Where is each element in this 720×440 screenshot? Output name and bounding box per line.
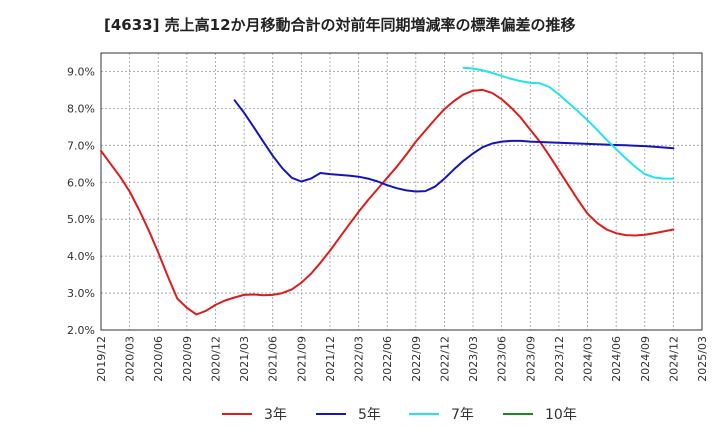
x-tick-label: 2020/06 (152, 336, 165, 382)
x-tick-label: 2021/06 (267, 336, 280, 382)
x-tick-label: 2023/12 (553, 336, 566, 382)
series-layer (100, 66, 675, 316)
y-tick-label: 5.0% (67, 213, 95, 226)
y-tick-label: 6.0% (67, 176, 95, 189)
x-tick-label: 2024/09 (639, 336, 652, 382)
x-tick-label: 2020/09 (181, 336, 194, 382)
legend-label-10年: 10年 (545, 407, 577, 423)
y-tick-label: 4.0% (67, 250, 95, 263)
x-tick-label: 2022/09 (410, 336, 423, 382)
y-tick-label: 9.0% (67, 65, 95, 78)
x-tick-label: 2021/03 (238, 336, 251, 382)
x-tick-label: 2023/03 (467, 336, 480, 382)
x-tick-label: 2024/06 (610, 336, 623, 382)
x-tick-label: 2019/12 (95, 336, 108, 382)
legend-label-3年: 3年 (264, 407, 287, 423)
x-tick-label: 2021/12 (324, 336, 337, 382)
x-tick-label: 2023/06 (496, 336, 509, 382)
series-line-7年 (462, 66, 675, 180)
grid-layer (100, 52, 703, 331)
x-tick-label: 2023/09 (524, 336, 537, 382)
plot-border (100, 52, 703, 331)
axis-layer: 2.0% 3.0% 4.0% 5.0% 6.0% 7.0% 8.0% 9.0% 2019/12 2… (67, 52, 709, 382)
x-tick-label: 2022/03 (353, 336, 366, 382)
y-tick-label: 7.0% (67, 139, 95, 152)
x-tick-label: 2024/12 (667, 336, 680, 382)
legend: 3年 5年 7年 10年 (222, 407, 577, 423)
x-tick-label: 2025/03 (696, 336, 709, 382)
x-tick-label: 2024/03 (582, 336, 595, 382)
legend-label-7年: 7年 (451, 407, 474, 423)
y-tick-label: 8.0% (67, 102, 95, 115)
x-tick-label: 2021/09 (295, 336, 308, 382)
x-tick-label: 2020/03 (124, 336, 137, 382)
y-tick-label: 3.0% (67, 287, 95, 300)
legend-label-5年: 5年 (358, 407, 381, 423)
chart-title: [4633] 売上高12か月移動合計の対前年同期増減率の標準偏差の推移 (104, 16, 576, 34)
y-tick-label: 2.0% (67, 324, 95, 337)
series-line-5年 (233, 99, 675, 193)
plot-frame (100, 52, 703, 331)
x-tick-label: 2022/06 (381, 336, 394, 382)
series-line-3年 (100, 88, 675, 316)
x-tick-label: 2022/12 (438, 336, 451, 382)
x-tick-label: 2020/12 (209, 336, 222, 382)
